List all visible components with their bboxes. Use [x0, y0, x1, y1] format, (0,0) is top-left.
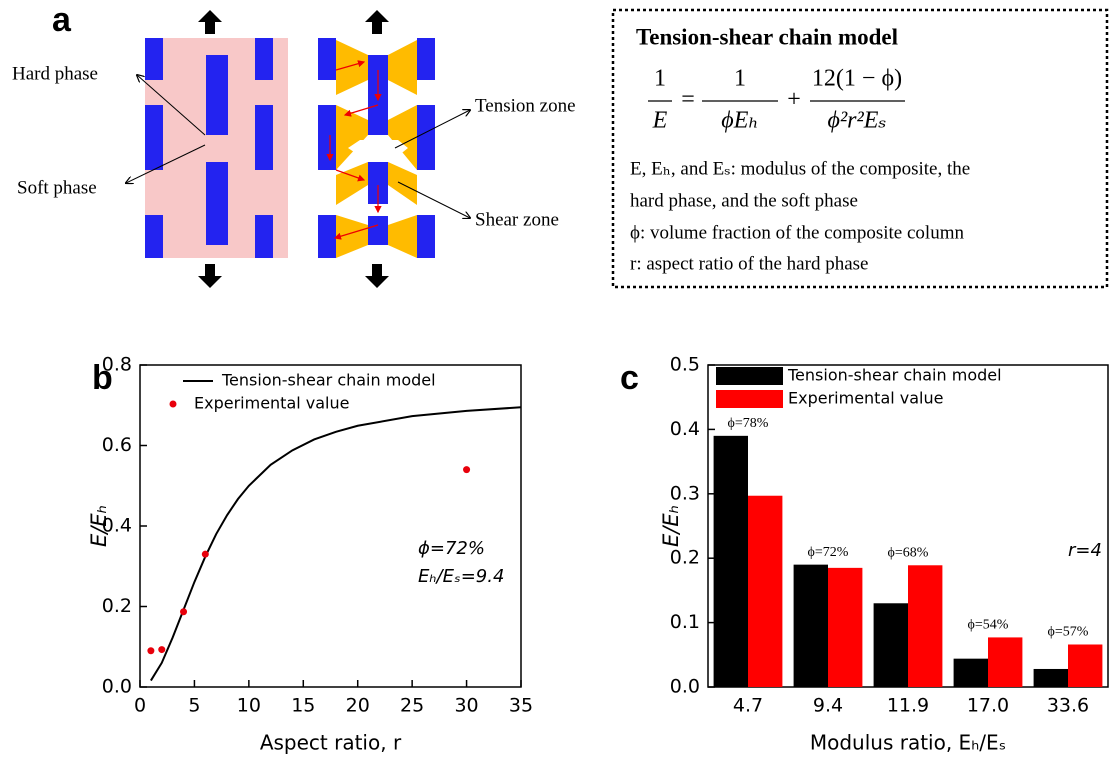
label: Tension zone — [475, 95, 576, 116]
formula: E — [652, 108, 668, 134]
y-tick-label: 0.2 — [670, 547, 700, 569]
bar — [873, 603, 908, 687]
description: hard phase, and the soft phase — [630, 190, 858, 211]
bar — [713, 435, 748, 687]
data-point — [180, 608, 188, 616]
legend-label: Tension-shear chain model — [221, 371, 436, 390]
model-box — [611, 8, 1109, 289]
x-tick-label: 35 — [509, 695, 533, 717]
bar — [953, 658, 988, 687]
group-label: ϕ=54% — [968, 618, 1009, 633]
x-tick-label: 17.0 — [967, 695, 1009, 717]
x-tick-label: 9.4 — [813, 695, 843, 717]
legend-swatch — [716, 390, 783, 408]
x-tick-label: 33.6 — [1047, 695, 1089, 717]
bar — [1068, 644, 1103, 687]
y-tick-label: 0.0 — [102, 676, 132, 698]
panel-label: a — [52, 1, 72, 39]
bar — [908, 565, 943, 687]
y-tick-label: 0.0 — [670, 676, 700, 698]
data-point — [147, 647, 155, 655]
x-tick-label: 15 — [291, 695, 315, 717]
deformed-diagram — [318, 10, 470, 288]
annotation: r=4 — [1068, 540, 1102, 561]
data-point — [158, 646, 166, 654]
x-tick-label: 0 — [134, 695, 146, 717]
data-point — [201, 550, 209, 558]
formula: ϕ²r²Eₛ — [828, 108, 887, 134]
y-tick-label: 0.3 — [670, 482, 700, 504]
y-tick-label: 0.1 — [670, 611, 700, 633]
annotation: ϕ=72% — [418, 538, 485, 559]
bar — [793, 564, 828, 687]
x-tick-label: 25 — [400, 695, 424, 717]
formula: = — [681, 87, 695, 113]
group-label: ϕ=68% — [888, 546, 929, 561]
description: E, Eₕ, and Eₛ: modulus of the composite,… — [630, 158, 970, 179]
formula: ϕEₕ — [721, 108, 758, 134]
legend-swatch — [169, 400, 177, 408]
x-axis-label: Modulus ratio, Eₕ/Eₛ — [810, 731, 1006, 755]
data-point — [463, 466, 471, 474]
formula: 12(1 − ϕ) — [812, 66, 902, 92]
y-tick-label: 0.4 — [670, 418, 700, 440]
x-tick-label: 20 — [346, 695, 370, 717]
x-tick-label: 10 — [237, 695, 261, 717]
y-tick-label: 0.2 — [102, 595, 132, 617]
plot-frame — [139, 364, 522, 688]
bar — [828, 567, 863, 687]
y-tick-label: 0.8 — [102, 354, 132, 376]
y-axis-label: E/Eₕ — [659, 505, 683, 547]
legend-label: Experimental value — [194, 394, 349, 413]
formula: + — [787, 87, 801, 113]
panel-label: b — [92, 359, 113, 397]
y-tick-label: 0.5 — [670, 354, 700, 376]
description: r: aspect ratio of the hard phase — [630, 253, 868, 274]
annotation: Eₕ/Eₛ=9.4 — [418, 566, 504, 587]
box-title: Tension-shear chain model — [636, 24, 898, 49]
formula: 1 — [654, 66, 666, 92]
x-tick-label: 30 — [454, 695, 478, 717]
group-label: ϕ=78% — [728, 416, 769, 431]
bar — [1033, 668, 1068, 687]
legend-label: Experimental value — [788, 389, 943, 408]
label: Soft phase — [17, 177, 97, 198]
legend-label: Tension-shear chain model — [787, 366, 1002, 385]
description: ϕ: volume fraction of the composite colu… — [630, 222, 964, 243]
x-axis-label: Aspect ratio, r — [260, 731, 402, 755]
y-tick-label: 0.4 — [102, 515, 132, 537]
group-label: ϕ=72% — [808, 545, 849, 560]
y-axis-label: E/Eₕ — [87, 505, 111, 547]
bar — [748, 495, 783, 687]
formula: 1 — [734, 66, 746, 92]
panel-label: c — [620, 359, 639, 397]
x-tick-label: 11.9 — [887, 695, 929, 717]
model-box-content: Tension-shear chain model 1 E = 1 ϕEₕ + … — [630, 24, 970, 274]
x-tick-label: 4.7 — [733, 695, 763, 717]
bar — [988, 637, 1023, 687]
composite-diagram — [126, 10, 288, 288]
label: Hard phase — [12, 63, 98, 84]
legend-swatch — [716, 367, 783, 385]
x-tick-label: 5 — [188, 695, 200, 717]
label: Shear zone — [475, 209, 559, 230]
group-label: ϕ=57% — [1048, 625, 1089, 640]
y-tick-label: 0.6 — [102, 434, 132, 456]
